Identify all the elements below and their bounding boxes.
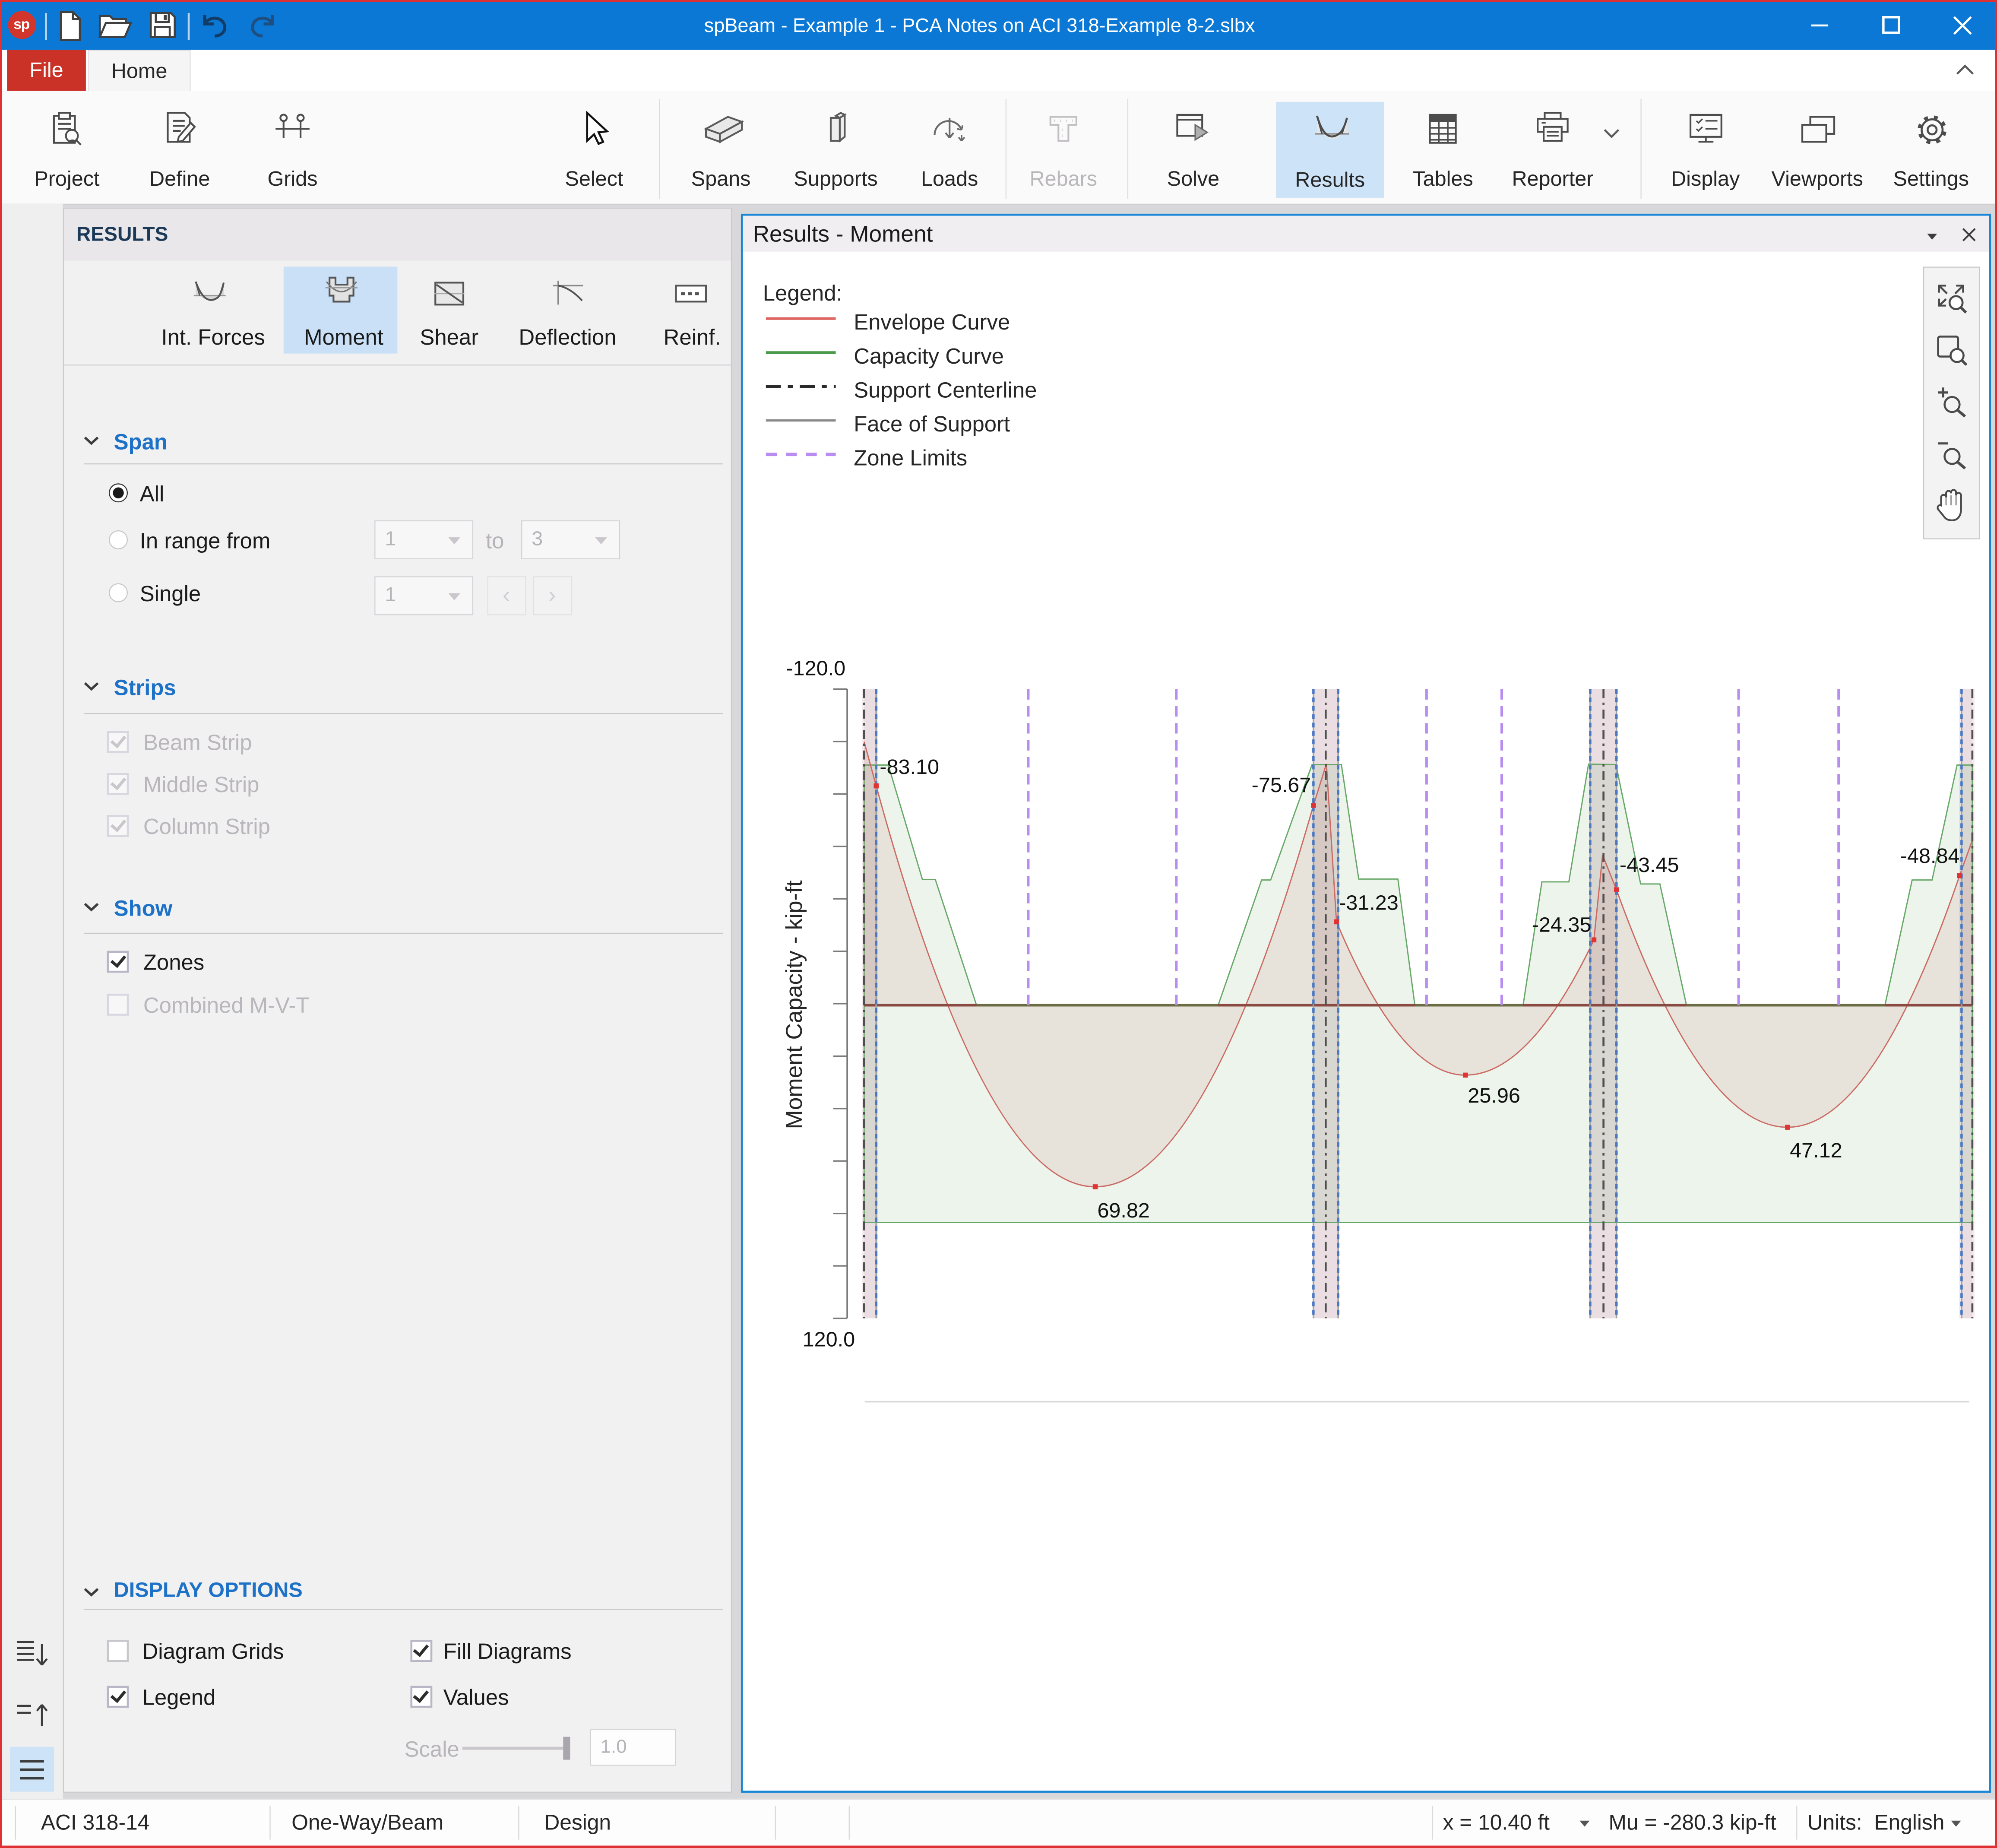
svg-text:-75.67: -75.67 (1252, 773, 1311, 797)
svg-text:-31.23: -31.23 (1339, 891, 1399, 915)
svg-text:47.12: 47.12 (1790, 1139, 1842, 1162)
svg-text:-48.84: -48.84 (1900, 844, 1960, 868)
svg-text:25.96: 25.96 (1468, 1084, 1520, 1107)
svg-text:-43.45: -43.45 (1620, 853, 1679, 877)
svg-text:-24.35: -24.35 (1532, 913, 1592, 937)
svg-text:-120.0: -120.0 (786, 656, 845, 680)
svg-text:Moment Capacity - kip-ft: Moment Capacity - kip-ft (782, 880, 807, 1129)
svg-text:-83.10: -83.10 (880, 755, 939, 779)
svg-text:69.82: 69.82 (1097, 1199, 1150, 1222)
svg-text:120.0: 120.0 (803, 1328, 855, 1351)
